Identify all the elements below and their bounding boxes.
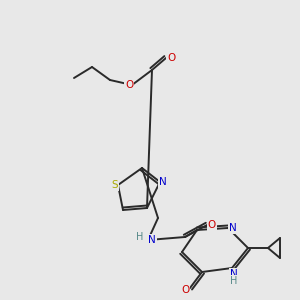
Text: H: H: [136, 232, 144, 242]
Text: N: N: [230, 269, 238, 279]
Text: O: O: [181, 285, 189, 295]
Text: S: S: [112, 180, 118, 190]
Text: N: N: [148, 235, 156, 245]
Text: O: O: [167, 53, 175, 63]
Text: O: O: [125, 80, 133, 90]
Text: H: H: [230, 276, 238, 286]
Text: N: N: [229, 223, 237, 233]
Text: O: O: [208, 220, 216, 230]
Text: N: N: [159, 177, 167, 187]
